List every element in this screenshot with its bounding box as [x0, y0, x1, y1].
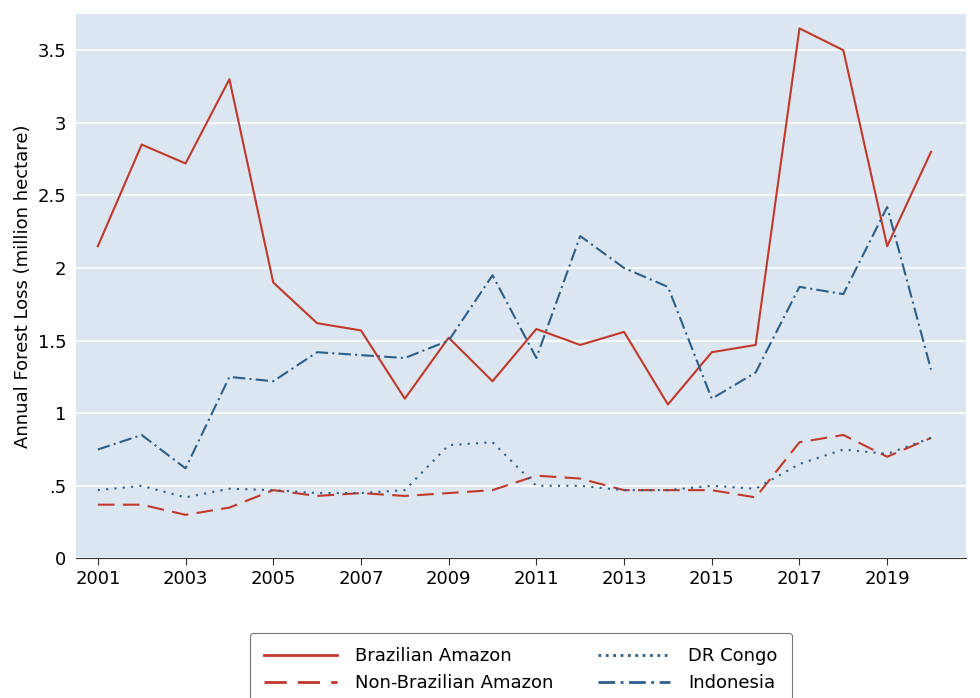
Y-axis label: Annual Forest Loss (million hectare): Annual Forest Loss (million hectare) [14, 124, 32, 448]
Legend: Brazilian Amazon, Non-Brazilian Amazon, DR Congo, Indonesia: Brazilian Amazon, Non-Brazilian Amazon, … [250, 633, 792, 698]
